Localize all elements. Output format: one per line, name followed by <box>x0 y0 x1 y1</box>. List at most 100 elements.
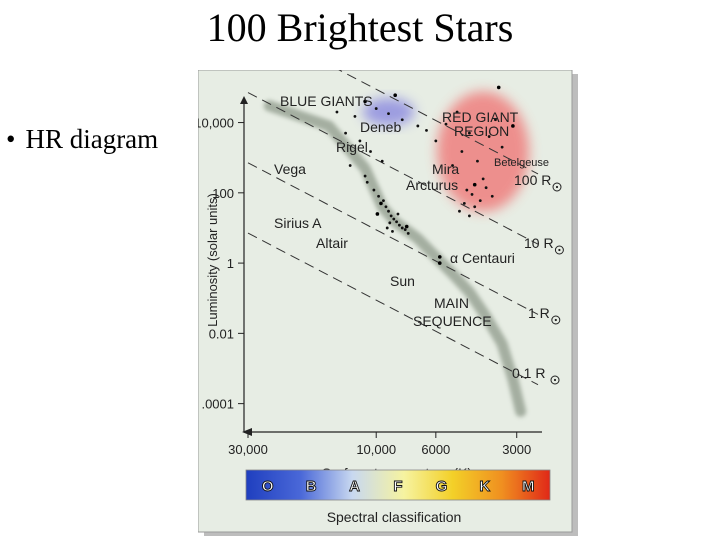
region-label-red-giant-line2: REGION <box>454 123 509 139</box>
x-tick-label-30-000: 30,000 <box>228 442 268 457</box>
star-point-44 <box>478 199 482 203</box>
star-point-22 <box>395 220 398 224</box>
star-point-sun <box>437 261 442 265</box>
star-point-deneb <box>393 93 397 98</box>
star-label-sirius-a: Sirius A <box>274 215 322 231</box>
y-tick-label-10-000: 10,000 <box>198 116 234 131</box>
star-point-1 <box>335 110 339 114</box>
x-tick-label-3000: 3000 <box>502 442 531 457</box>
star-point-9 <box>358 139 362 143</box>
star-point-33 <box>434 139 438 143</box>
y-axis-arrow-icon <box>240 96 248 104</box>
radius-label-10-r: 10 R <box>524 235 554 251</box>
star-point-19 <box>387 209 390 213</box>
star-point-12 <box>348 164 352 167</box>
star-point-47 <box>473 205 477 209</box>
star-point-49 <box>490 194 494 198</box>
solar-symbol-dot-icon <box>555 185 559 189</box>
star-label-mira: Mira <box>432 161 459 177</box>
y-tick-label-1: 1 <box>227 256 234 271</box>
star-point-36 <box>451 164 454 167</box>
star-point-sirius-a <box>375 212 380 216</box>
y-tick-label-0001: .0001 <box>201 397 234 412</box>
star-label-centauri: α Centauri <box>450 250 515 266</box>
region-label-blue-giants: BLUE GIANTS <box>280 93 373 109</box>
star-point-45 <box>484 186 488 190</box>
star-point-23 <box>397 223 401 227</box>
spectral-class-m: M <box>522 478 535 495</box>
star-point-37 <box>476 159 479 163</box>
star-point-46 <box>462 202 466 205</box>
main-sequence-band <box>263 100 527 417</box>
radius-line-100-r <box>338 70 539 175</box>
star-point-betelgeuse <box>496 85 501 90</box>
star-point-43 <box>470 193 474 196</box>
star-label-sun: Sun <box>390 273 415 289</box>
spectral-bar <box>245 469 551 501</box>
star-point-mira <box>511 124 515 128</box>
star-point-39 <box>494 118 497 122</box>
star-label-vega: Vega <box>274 161 306 177</box>
radius-label-0-1-r: 0.1 R <box>512 365 545 381</box>
star-point-38 <box>487 135 491 138</box>
solar-symbol-icon <box>552 182 562 192</box>
spectral-class-a: A <box>349 478 360 495</box>
star-label-arcturus: Arcturus <box>406 177 458 193</box>
star-point-11 <box>380 159 384 163</box>
star-point-27 <box>388 221 392 225</box>
star-point-13 <box>363 174 367 178</box>
star-point-24 <box>400 226 404 230</box>
star-point-2 <box>353 114 357 118</box>
radius-line-10-r <box>247 92 539 245</box>
radius-label-100-r: 100 R <box>514 172 551 188</box>
star-label-rigel: Rigel <box>336 139 368 155</box>
star-point-20 <box>389 214 393 218</box>
star-point-centauri <box>437 255 442 259</box>
spectral-class-g: G <box>436 478 448 495</box>
star-point-21 <box>392 217 396 221</box>
x-tick-label-10-000: 10,000 <box>356 442 396 457</box>
red-giant-region <box>437 91 530 212</box>
star-point-rigel <box>363 99 367 104</box>
radius-label-1-r: 1 R <box>528 305 550 321</box>
hr-diagram-figure: 10,000 100 1 0.01 .0001 30,000 10,000 6000 3000 L… <box>198 70 578 536</box>
star-point-3 <box>374 107 378 110</box>
star-point-30 <box>385 226 389 230</box>
star-point-48 <box>458 209 461 213</box>
radius-line-0-1-r <box>247 232 539 386</box>
star-point-35 <box>468 131 471 135</box>
star-point-40 <box>500 145 504 149</box>
solar-symbol-dot-icon <box>553 378 557 382</box>
region-label-main-sequence: MAIN <box>434 295 469 311</box>
star-point-50 <box>468 214 471 218</box>
star-point-altair <box>404 224 409 229</box>
star-point-6 <box>416 124 420 128</box>
star-point-7 <box>425 128 428 132</box>
solar-symbol-icon <box>550 375 560 385</box>
region-label-red-giant: RED GIANT <box>442 109 519 125</box>
spectral-classification-label: Spectral classification <box>327 509 462 525</box>
bullet-text: HR diagram <box>25 124 159 154</box>
star-point-31 <box>455 110 459 114</box>
spectral-class-o: O <box>262 478 274 495</box>
solar-symbol-icon <box>551 315 561 325</box>
star-point-16 <box>377 194 380 198</box>
solar-symbol-dot-icon <box>558 248 561 252</box>
spectral-class-k: K <box>479 478 490 495</box>
star-point-4 <box>387 112 390 115</box>
star-point-29 <box>391 229 394 233</box>
star-point-26 <box>406 232 410 235</box>
star-point-15 <box>372 188 376 192</box>
star-point-18 <box>384 205 388 209</box>
solar-symbol-dot-icon <box>554 318 557 322</box>
star-point-41 <box>481 177 485 181</box>
hr-diagram: 10,000 100 1 0.01 .0001 30,000 10,000 6000 3000 L… <box>198 70 578 536</box>
star-label-deneb: Deneb <box>360 119 401 135</box>
star-point-32 <box>444 122 448 126</box>
star-point-10 <box>369 150 372 153</box>
star-label-betelgeuse: Betelgeuse <box>494 157 549 169</box>
spectral-class-f: F <box>393 478 402 495</box>
star-point-25 <box>403 228 407 231</box>
star-point-42 <box>465 188 469 192</box>
star-label-altair: Altair <box>316 235 348 251</box>
